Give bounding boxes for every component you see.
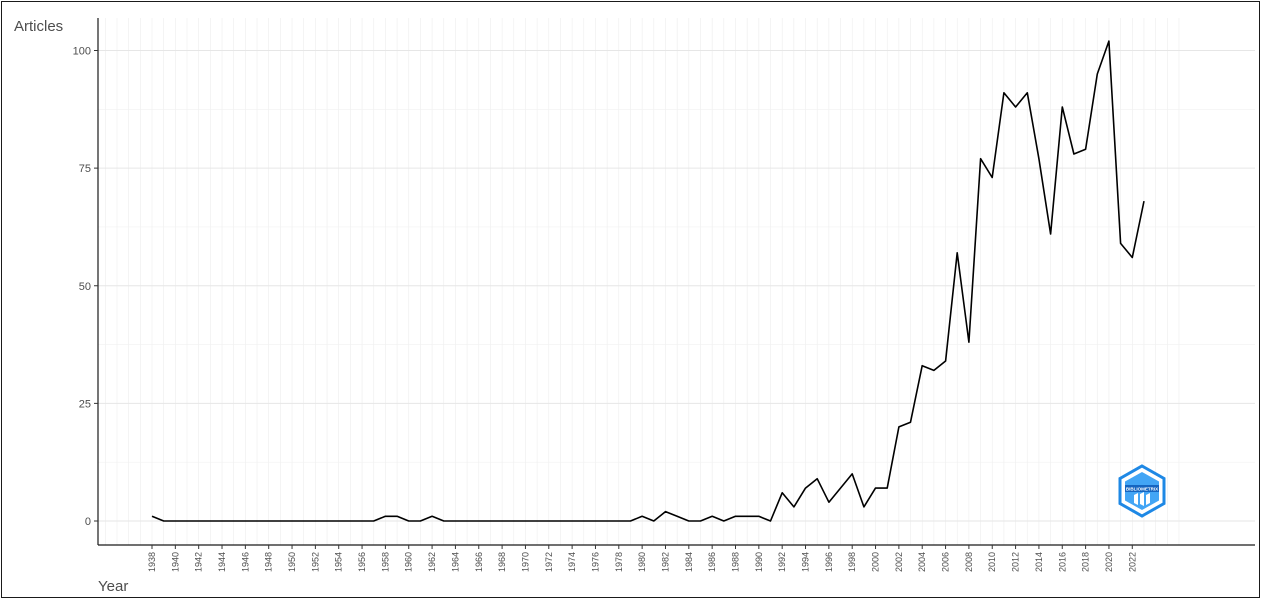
grid bbox=[98, 18, 1255, 545]
x-tick-label: 2012 bbox=[1011, 552, 1021, 572]
x-tick-label: 1940 bbox=[170, 552, 180, 572]
x-tick-label: 1972 bbox=[544, 552, 554, 572]
logo-text: BIBLIOMETRIX bbox=[1126, 487, 1158, 492]
x-tick-label: 2008 bbox=[964, 552, 974, 572]
x-tick-label: 1974 bbox=[567, 552, 577, 572]
x-tick-label: 1948 bbox=[264, 552, 274, 572]
x-tick-label: 1944 bbox=[217, 552, 227, 572]
x-tick-label: 1970 bbox=[520, 552, 530, 572]
y-tick-labels: 0 25 50 75 100 bbox=[73, 46, 98, 528]
x-tick-label: 1990 bbox=[754, 552, 764, 572]
x-tick-label: 1966 bbox=[474, 552, 484, 572]
y-tick-label: 100 bbox=[73, 46, 91, 58]
y-tick-label: 0 bbox=[85, 516, 91, 528]
x-tick-label: 2010 bbox=[987, 552, 997, 572]
x-tick-label: 2016 bbox=[1057, 552, 1067, 572]
x-tick-label: 1994 bbox=[801, 552, 811, 572]
x-tick-label: 1962 bbox=[427, 552, 437, 572]
x-tick-label: 1954 bbox=[334, 552, 344, 572]
x-tick-label: 2006 bbox=[941, 552, 951, 572]
x-tick-label: 1952 bbox=[310, 552, 320, 572]
x-tick-label: 2014 bbox=[1034, 552, 1044, 572]
x-tick-label: 2000 bbox=[871, 552, 881, 572]
x-tick-label: 1946 bbox=[240, 552, 250, 572]
x-tick-label: 1996 bbox=[824, 552, 834, 572]
x-tick-label: 1984 bbox=[684, 552, 694, 572]
x-axis-title: Year bbox=[98, 578, 128, 595]
bibliometrix-logo: BIBLIOMETRIX bbox=[1118, 464, 1166, 518]
x-tick-label: 1992 bbox=[777, 552, 787, 572]
x-tick-label: 1956 bbox=[357, 552, 367, 572]
x-tick-label: 1968 bbox=[497, 552, 507, 572]
x-tick-labels: 1938 1940 1942 1944 1946 1948 1950 1952 1954 1956… bbox=[147, 545, 1137, 572]
x-tick-label: 1978 bbox=[614, 552, 624, 572]
x-tick-label: 1938 bbox=[147, 552, 157, 572]
x-tick-label: 1942 bbox=[194, 552, 204, 572]
data-points bbox=[152, 41, 1144, 521]
y-tick-label: 50 bbox=[79, 281, 91, 293]
x-tick-label: 2004 bbox=[917, 552, 927, 572]
x-tick-label: 1986 bbox=[707, 552, 717, 572]
x-tick-label: 1960 bbox=[404, 552, 414, 572]
x-tick-label: 1958 bbox=[380, 552, 390, 572]
series-line bbox=[151, 40, 1145, 522]
y-tick-label: 75 bbox=[79, 163, 91, 175]
x-tick-label: 1950 bbox=[287, 552, 297, 572]
x-tick-label: 1982 bbox=[660, 552, 670, 572]
x-tick-label: 2022 bbox=[1127, 552, 1137, 572]
y-axis-title: Articles bbox=[14, 18, 63, 35]
x-tick-label: 2020 bbox=[1104, 552, 1114, 572]
x-tick-label: 1964 bbox=[450, 552, 460, 572]
x-tick-label: 2002 bbox=[894, 552, 904, 572]
x-tick-label: 1988 bbox=[731, 552, 741, 572]
x-tick-label: 1980 bbox=[637, 552, 647, 572]
y-tick-label: 25 bbox=[79, 398, 91, 410]
x-tick-label: 1998 bbox=[847, 552, 857, 572]
x-tick-label: 1976 bbox=[590, 552, 600, 572]
x-tick-label: 2018 bbox=[1081, 552, 1091, 572]
axes bbox=[97, 18, 1255, 546]
